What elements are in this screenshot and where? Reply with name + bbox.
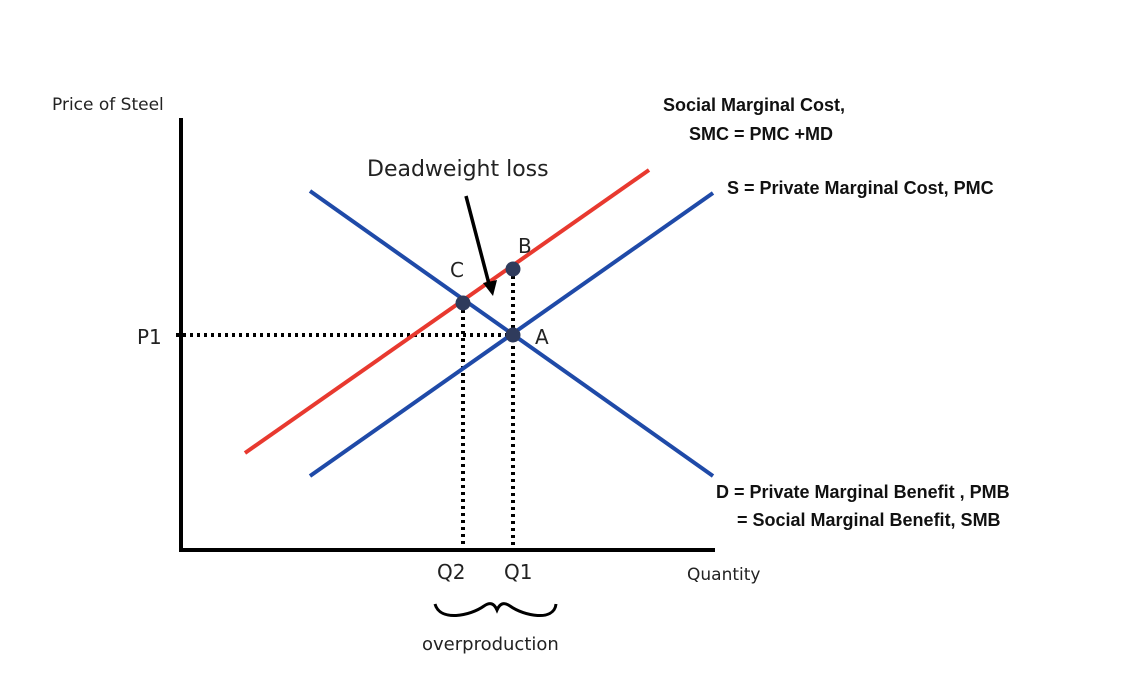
deadweight-arrow-shaft <box>464 195 491 285</box>
point-b <box>505 261 521 277</box>
demand-label-line1: D = Private Marginal Benefit , PMB <box>716 482 1010 502</box>
point-b-label: B <box>518 234 532 258</box>
overproduction-brace-icon <box>433 602 558 618</box>
deadweight-loss-label: Deadweight loss <box>367 157 549 182</box>
point-a <box>505 327 521 343</box>
smc-label-line1: Social Marginal Cost, <box>663 95 846 115</box>
smc-curve <box>243 168 651 455</box>
q1-tick-label: Q1 <box>504 560 533 584</box>
point-c-label: C <box>450 258 464 282</box>
p1-tick-label: P1 <box>137 325 162 349</box>
x-axis-label: Quantity <box>687 565 761 585</box>
point-c <box>455 295 471 311</box>
q2-tick-label: Q2 <box>437 560 466 584</box>
deadweight-arrow-head <box>483 280 497 296</box>
point-a-label: A <box>535 325 549 349</box>
smc-label-line2: SMC = PMC +MD <box>689 124 834 144</box>
overproduction-label: overproduction <box>422 634 559 655</box>
pmc-label: S = Private Marginal Cost, PMC <box>727 178 994 198</box>
demand-label-line2: = Social Marginal Benefit, SMB <box>737 510 1001 530</box>
y-axis-label: Price of Steel <box>52 95 164 115</box>
